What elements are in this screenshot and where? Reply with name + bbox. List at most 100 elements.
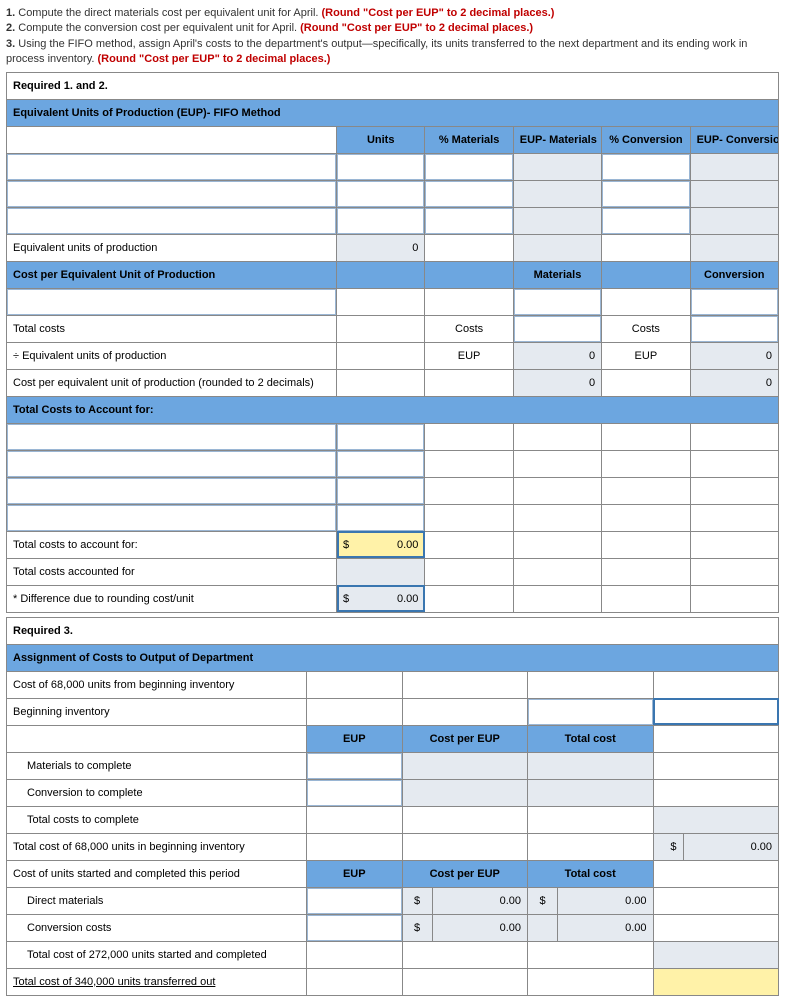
eup-total-label: Equivalent units of production — [7, 234, 337, 261]
eup-row-input[interactable] — [7, 207, 337, 234]
cell-input[interactable] — [653, 698, 779, 725]
tcaf-label: Total costs accounted for — [7, 558, 337, 585]
cpe-row-input[interactable] — [7, 288, 337, 315]
cell-calc — [653, 941, 779, 968]
req12-header: Required 1. and 2. — [7, 72, 779, 99]
cur-sym: $ — [402, 914, 432, 941]
cell-calc — [528, 752, 654, 779]
cell-input[interactable] — [602, 153, 690, 180]
eup-conv-val: 0 — [690, 342, 778, 369]
col-eup-mat: EUP- Materials — [513, 126, 601, 153]
eup-row-input[interactable] — [7, 180, 337, 207]
q3-hint: (Round "Cost per EUP" to 2 decimal place… — [98, 53, 331, 65]
cpe-mat-val: 0 — [513, 369, 601, 396]
cell-input[interactable] — [513, 288, 601, 315]
col-pmat: % Materials — [425, 126, 513, 153]
cell-input[interactable] — [425, 153, 513, 180]
cell-input[interactable] — [337, 153, 425, 180]
cc-cpe-val: 0.00 — [432, 914, 528, 941]
eup-title: Equivalent Units of Production (EUP)- FI… — [7, 99, 779, 126]
cell-calc — [513, 207, 601, 234]
tca-row-input[interactable] — [7, 504, 337, 531]
eup-lbl1: EUP — [425, 342, 513, 369]
cell-input[interactable] — [690, 288, 778, 315]
begin-inv-label: Beginning inventory — [7, 698, 307, 725]
tca-row-input[interactable] — [7, 423, 337, 450]
cell-calc — [513, 153, 601, 180]
cell-input[interactable] — [528, 698, 654, 725]
q2-hint: (Round "Cost per EUP" to 2 decimal place… — [300, 22, 533, 34]
cell-calc — [528, 779, 654, 806]
col-cpe2: Cost per EUP — [402, 860, 528, 887]
cell-calc — [690, 153, 778, 180]
cell-input[interactable] — [337, 477, 425, 504]
cc-label: Conversion costs — [7, 914, 307, 941]
assign-title: Assignment of Costs to Output of Departm… — [7, 644, 779, 671]
dm-cpe-val: 0.00 — [432, 887, 528, 914]
tca-row-input[interactable] — [7, 477, 337, 504]
cell-input[interactable] — [602, 207, 690, 234]
cur-sym: $ — [528, 887, 558, 914]
costs-lbl1: Costs — [425, 315, 513, 342]
tca-total-label: Total costs to account for: — [7, 531, 337, 558]
cell-input[interactable] — [337, 450, 425, 477]
q2-num: 2. — [6, 22, 15, 34]
instructions: 1. Compute the direct materials cost per… — [6, 6, 779, 68]
col-cpe: Cost per EUP — [402, 725, 528, 752]
cost-begin-label: Cost of 68,000 units from beginning inve… — [7, 671, 307, 698]
col-eup: EUP — [307, 725, 403, 752]
cell-input[interactable] — [690, 315, 778, 342]
total-started-label: Total cost of 272,000 units started and … — [7, 941, 307, 968]
conv-complete-label: Conversion to complete — [7, 779, 307, 806]
cell-input[interactable] — [337, 504, 425, 531]
eup-table: Required 1. and 2. Equivalent Units of P… — [6, 72, 779, 613]
col-pconv: % Conversion — [602, 126, 690, 153]
q3-num: 3. — [6, 38, 15, 50]
cell-calc — [513, 180, 601, 207]
cell-input[interactable] — [337, 207, 425, 234]
total-costs-label: Total costs — [7, 315, 337, 342]
q1-text: Compute the direct materials cost per eq… — [15, 7, 321, 19]
cell-calc — [690, 234, 778, 261]
eup-units-val: 0 — [337, 234, 425, 261]
tca-total-cell: $0.00 — [337, 531, 425, 558]
q1-num: 1. — [6, 7, 15, 19]
dm-tc-val: 0.00 — [558, 887, 654, 914]
cell-input[interactable] — [425, 207, 513, 234]
dm-label: Direct materials — [7, 887, 307, 914]
cell-input[interactable] — [337, 180, 425, 207]
cc-tc-val: 0.00 — [558, 914, 654, 941]
mat-complete-label: Materials to complete — [7, 752, 307, 779]
cell-calc — [402, 779, 528, 806]
col-eup2: EUP — [307, 860, 403, 887]
cur-sym: $ — [653, 833, 683, 860]
cell-input[interactable] — [513, 315, 601, 342]
assignment-table: Required 3. Assignment of Costs to Outpu… — [6, 617, 779, 996]
tca-row-input[interactable] — [7, 450, 337, 477]
cell-input[interactable] — [602, 180, 690, 207]
eup-row-input[interactable] — [7, 153, 337, 180]
total-complete-label: Total costs to complete — [7, 806, 307, 833]
cell-calc — [402, 752, 528, 779]
cell-calc — [653, 806, 779, 833]
cell-input[interactable] — [425, 180, 513, 207]
cur-sym: $ — [402, 887, 432, 914]
q1-hint: (Round "Cost per EUP" to 2 decimal place… — [322, 7, 555, 19]
q2-text: Compute the conversion cost per equivale… — [15, 22, 300, 34]
cpe-conv-val: 0 — [690, 369, 778, 396]
cell-input[interactable] — [337, 423, 425, 450]
col-materials: Materials — [513, 261, 601, 288]
diff-label: * Difference due to rounding cost/unit — [7, 585, 337, 612]
cell-input[interactable] — [307, 887, 403, 914]
cell-input[interactable] — [307, 914, 403, 941]
cell-input[interactable] — [307, 779, 403, 806]
cost-started-label: Cost of units started and completed this… — [7, 860, 307, 887]
eup-mat-val: 0 — [513, 342, 601, 369]
col-units: Units — [337, 126, 425, 153]
cpe-title: Cost per Equivalent Unit of Production — [7, 261, 337, 288]
div-eup-label: ÷ Equivalent units of production — [7, 342, 337, 369]
tca-title: Total Costs to Account for: — [7, 396, 779, 423]
total-begin-val: 0.00 — [683, 833, 779, 860]
col-eup-conv: EUP- Conversion — [690, 126, 778, 153]
cell-input[interactable] — [307, 752, 403, 779]
